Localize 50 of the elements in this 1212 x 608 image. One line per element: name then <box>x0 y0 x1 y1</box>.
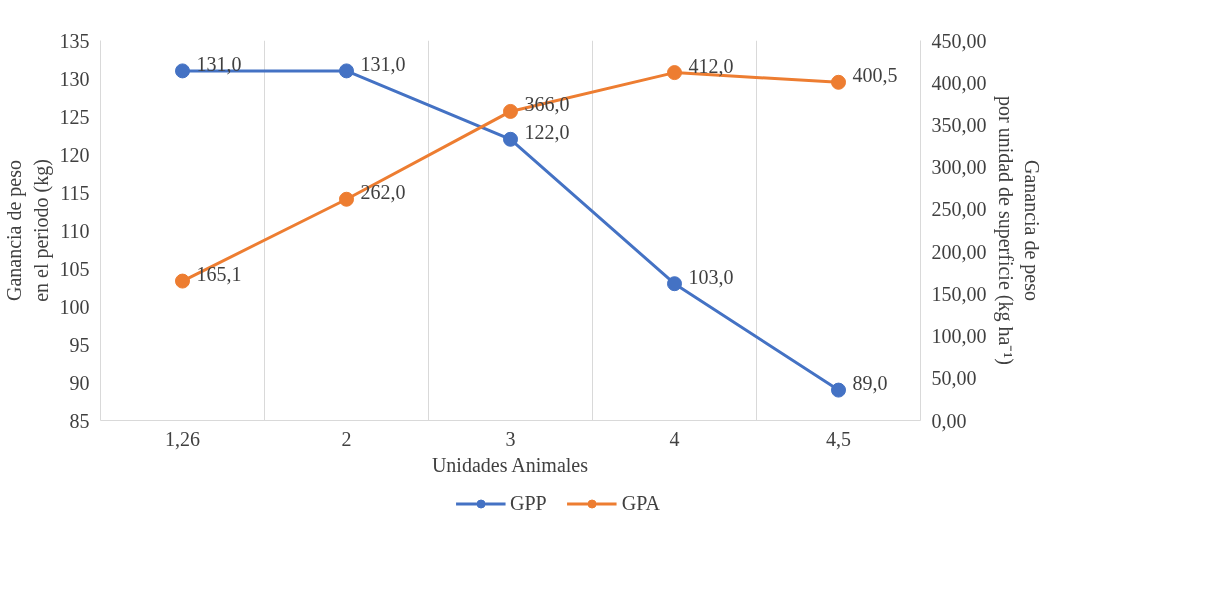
point <box>667 65 682 81</box>
point <box>831 382 846 398</box>
x-tick-label: 4,5 <box>826 427 851 450</box>
data-label: 89,0 <box>852 372 888 395</box>
x-tick-label: 4 <box>669 427 680 450</box>
data-label: 103,0 <box>688 265 734 288</box>
point <box>831 74 846 90</box>
y2-tick-label: 400,00 <box>931 71 987 94</box>
y2-tick-label: 250,00 <box>931 198 987 221</box>
y-tick-label: 110 <box>60 219 90 242</box>
y2-tick-label: 350,00 <box>931 113 987 136</box>
x-tick-label: 3 <box>505 427 516 450</box>
y2-tick-label: 300,00 <box>931 156 987 179</box>
point <box>339 191 354 207</box>
point <box>339 63 354 79</box>
data-label: 131,0 <box>360 52 406 75</box>
data-label: 165,1 <box>196 263 242 286</box>
point <box>175 63 190 79</box>
y-tick-label: 85 <box>69 409 90 432</box>
y2-tick-label: 450,00 <box>931 29 987 52</box>
legend-label: GPP <box>510 491 547 515</box>
y-tick-label: 135 <box>59 29 90 52</box>
y2-tick-label: 50,00 <box>931 367 977 390</box>
y2-tick-label: 150,00 <box>931 282 987 305</box>
data-label: 400,5 <box>852 64 898 87</box>
point <box>175 273 190 289</box>
y2-tick-label: 100,00 <box>931 325 987 348</box>
data-label: 122,0 <box>524 121 570 144</box>
y-tick-label: 100 <box>59 295 90 318</box>
y2-tick-label: 200,00 <box>931 240 987 263</box>
y-tick-label: 90 <box>69 371 90 394</box>
point <box>503 131 518 147</box>
legend-label: GPA <box>621 491 660 515</box>
x-axis-title: Unidades Animales <box>431 453 589 476</box>
data-label: 262,0 <box>360 181 406 204</box>
y-tick-label: 120 <box>59 143 90 166</box>
y-tick-label: 125 <box>59 105 90 128</box>
y2-tick-label: 0,00 <box>931 409 967 432</box>
y-tick-label: 130 <box>59 67 90 90</box>
y-tick-label: 115 <box>60 181 90 204</box>
y2-axis-title: Ganancia de peso por unidad de superficie (kg ha⁻¹) <box>993 95 1043 366</box>
y-tick-label: 105 <box>59 257 90 280</box>
y-tick-label: 95 <box>69 333 90 356</box>
x-tick-label: 1,26 <box>165 427 200 450</box>
data-label: 412,0 <box>688 54 734 77</box>
point <box>667 276 682 292</box>
x-tick-label: 2 <box>341 427 352 450</box>
y-axis-title: Ganancia de peso en el periodo (kg) <box>3 159 53 302</box>
data-label: 131,0 <box>196 52 242 75</box>
point <box>503 103 518 119</box>
